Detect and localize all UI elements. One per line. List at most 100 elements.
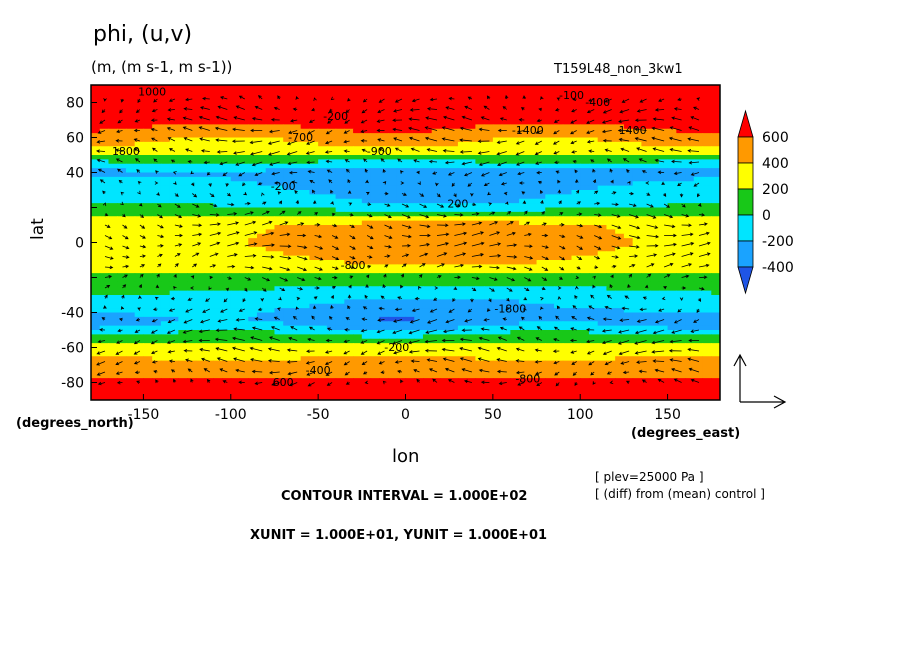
field-cell xyxy=(580,172,590,178)
field-cell xyxy=(117,299,127,305)
field-cell xyxy=(309,172,319,178)
field-cell xyxy=(545,382,555,388)
field-cell xyxy=(274,163,284,169)
field-cell xyxy=(169,163,179,169)
field-cell xyxy=(195,233,206,239)
field-cell xyxy=(693,163,704,169)
field-cell xyxy=(641,216,651,222)
field-cell xyxy=(580,225,590,230)
field-cell xyxy=(466,172,476,178)
field-cell xyxy=(536,356,546,362)
field-cell xyxy=(571,120,581,125)
field-cell xyxy=(326,264,337,270)
field-cell xyxy=(685,246,695,252)
field-cell xyxy=(685,190,695,195)
field-cell xyxy=(650,277,660,283)
field-cell xyxy=(370,360,380,366)
field-cell xyxy=(431,238,442,244)
field-cell xyxy=(204,141,214,147)
field-cell xyxy=(134,321,145,327)
field-cell xyxy=(353,321,363,327)
field-cell xyxy=(580,168,590,174)
field-cell xyxy=(492,316,503,322)
field-cell xyxy=(353,159,363,165)
field-cell xyxy=(256,176,267,182)
field-cell xyxy=(370,89,380,95)
field-cell xyxy=(222,268,232,274)
field-cell xyxy=(440,211,450,217)
field-cell xyxy=(492,111,503,117)
field-cell xyxy=(125,386,136,392)
field-cell xyxy=(213,128,223,134)
field-cell xyxy=(370,343,380,349)
field-cell xyxy=(169,351,179,357)
field-cell xyxy=(545,137,555,143)
field-cell xyxy=(195,111,206,117)
field-cell xyxy=(283,338,293,344)
field-cell xyxy=(344,308,354,314)
field-cell xyxy=(457,338,468,344)
field-cell xyxy=(414,334,424,340)
field-cell xyxy=(99,281,110,287)
field-cell xyxy=(685,163,695,169)
field-cell xyxy=(562,382,573,388)
field-cell xyxy=(335,251,345,257)
field-cell xyxy=(650,360,660,366)
field-cell xyxy=(230,163,241,169)
field-cell xyxy=(588,163,599,169)
field-cell xyxy=(466,137,476,143)
field-cell xyxy=(650,382,660,388)
field-cell xyxy=(554,290,564,296)
field-cell xyxy=(388,233,398,239)
field-cell xyxy=(510,133,520,139)
field-cell xyxy=(440,150,450,156)
field-cell xyxy=(545,124,555,130)
field-cell xyxy=(300,281,311,287)
field-cell xyxy=(379,233,389,239)
field-cell xyxy=(344,325,354,331)
field-cell xyxy=(492,146,503,152)
field-cell xyxy=(143,325,153,331)
field-cell xyxy=(274,286,284,292)
field-cell xyxy=(440,85,450,90)
field-cell xyxy=(195,150,206,156)
field-cell xyxy=(283,365,293,370)
field-cell xyxy=(693,255,704,261)
field-cell xyxy=(405,325,415,331)
field-cell xyxy=(492,194,503,200)
field-cell xyxy=(658,347,669,353)
field-cell xyxy=(213,246,223,252)
field-cell xyxy=(501,351,511,357)
field-cell xyxy=(510,181,520,187)
field-cell xyxy=(187,141,197,147)
field-cell xyxy=(396,163,407,169)
field-cell xyxy=(422,343,433,349)
field-cell xyxy=(379,308,389,314)
field-cell xyxy=(702,141,712,147)
field-cell xyxy=(239,150,249,156)
field-cell xyxy=(222,273,232,279)
field-cell xyxy=(615,146,625,152)
field-cell xyxy=(457,176,468,182)
field-cell xyxy=(239,242,249,248)
field-cell xyxy=(632,220,642,226)
field-cell xyxy=(623,124,634,130)
field-cell xyxy=(230,229,241,235)
field-cell xyxy=(562,325,573,331)
field-cell xyxy=(440,216,450,222)
field-cell xyxy=(99,378,110,384)
field-cell xyxy=(230,190,241,195)
field-cell xyxy=(230,98,241,104)
field-cell xyxy=(562,207,573,213)
field-cell xyxy=(658,356,669,362)
field-cell xyxy=(440,159,450,165)
field-cell xyxy=(658,172,669,178)
field-cell xyxy=(702,168,712,174)
field-cell xyxy=(108,89,118,95)
field-cell xyxy=(230,159,241,165)
field-cell xyxy=(685,229,695,235)
field-cell xyxy=(510,360,520,366)
field-cell xyxy=(248,312,258,318)
field-cell xyxy=(615,141,625,147)
field-cell xyxy=(414,220,424,226)
